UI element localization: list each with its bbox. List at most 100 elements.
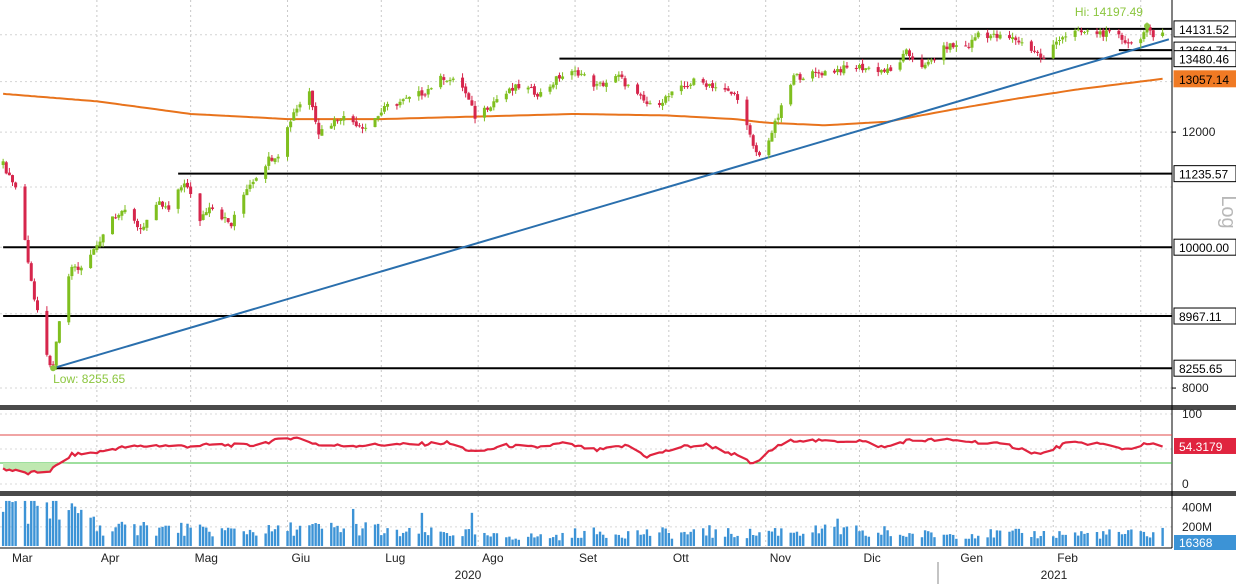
candle-body (354, 121, 358, 127)
candle-body (123, 209, 127, 213)
candle-body (636, 84, 640, 94)
panel-separator (0, 405, 1236, 410)
candle-body (70, 266, 74, 277)
candle-body (682, 86, 686, 88)
candle-body (1054, 41, 1058, 45)
volume-bar (601, 534, 605, 546)
candle-body (139, 228, 143, 230)
candle-body (942, 45, 946, 61)
candle-body (970, 39, 974, 48)
candle-body (570, 71, 574, 76)
candle-body (617, 74, 621, 77)
y-tick-label: 12000 (1182, 125, 1216, 139)
volume-bar (398, 536, 402, 546)
volume-tick-label: 400M (1182, 501, 1212, 515)
candle-body (1098, 31, 1102, 35)
volume-bar (1036, 538, 1039, 546)
volume-bar (1052, 536, 1055, 546)
volume-bar (727, 528, 730, 546)
volume-bar (1102, 531, 1105, 546)
volume-bar (886, 530, 889, 546)
volume-bar (811, 532, 814, 546)
volume-bar (986, 537, 989, 546)
candle-body (620, 74, 624, 78)
volume-bar (920, 537, 924, 546)
rsi-line (2, 436, 1163, 476)
candle-body (29, 263, 33, 281)
level-label-box (1173, 165, 1236, 183)
candle-body (686, 85, 690, 88)
volume-bar (489, 536, 492, 546)
candle-body (714, 87, 718, 89)
volume-tick-label: 200M (1182, 520, 1212, 534)
candle-body (407, 96, 411, 99)
candle-body (532, 86, 536, 95)
candle-body (120, 211, 124, 216)
volume-bar (780, 528, 783, 546)
volume-bar (276, 525, 280, 546)
candle-body (932, 59, 936, 61)
ma-value-label-box (1173, 70, 1236, 88)
volume-bar (1014, 528, 1017, 546)
volume-bar (730, 533, 733, 546)
candle-body (136, 220, 140, 228)
volume-bar (898, 534, 902, 546)
volume-bar (26, 523, 30, 546)
candle-body (1095, 31, 1099, 34)
candle-body (867, 67, 871, 69)
volume-bar (248, 529, 252, 546)
candle-body (67, 276, 71, 323)
volume-bar (789, 532, 792, 546)
volume-bar (111, 531, 114, 546)
candle-body (517, 84, 521, 89)
candle-body (314, 105, 318, 122)
candle-body (923, 64, 927, 69)
volume-bar (176, 532, 180, 546)
candle-body (117, 214, 121, 218)
candle-body (754, 145, 758, 153)
volume-bar (623, 538, 627, 546)
volume-bar (376, 523, 380, 546)
volume-bar (223, 530, 227, 546)
volume-bar (11, 502, 14, 546)
volume-bar (908, 533, 911, 546)
axis-labels: 80001200014131.5213664.7113480.4611235.5… (12, 20, 1236, 582)
volume-bar (164, 525, 167, 546)
volume-bar (823, 524, 827, 546)
volume-bar (264, 533, 267, 546)
volume-bar (201, 526, 205, 546)
volume-bar (1011, 530, 1014, 546)
volume-bar (439, 531, 442, 546)
candle-body (489, 107, 493, 111)
volume-bar (333, 527, 336, 546)
candle-body (379, 112, 383, 116)
volume-bar (1130, 529, 1133, 546)
candle-body (576, 70, 580, 76)
candle-body (464, 86, 468, 94)
candle-body (539, 92, 543, 97)
candle-body (795, 73, 799, 75)
volume-bar (576, 537, 580, 546)
candle-body (1120, 35, 1124, 40)
volume-bar (773, 528, 777, 546)
volume-bar (845, 526, 849, 546)
volume-bar (1108, 529, 1111, 546)
volume-bar (361, 528, 364, 546)
volume-bar (80, 509, 83, 546)
candle-body (442, 77, 446, 80)
candle-body (642, 94, 646, 101)
candle-body (973, 37, 977, 41)
rsi-value-box (1174, 437, 1236, 454)
candle-body (486, 107, 490, 110)
candle-body (998, 34, 1002, 39)
volume-bar (470, 512, 474, 546)
candle-body (182, 183, 186, 188)
candle-body (507, 88, 511, 94)
candle-body (161, 201, 165, 207)
volume-bar (583, 530, 586, 546)
volume-bar (158, 527, 161, 546)
candle-body (1036, 51, 1040, 53)
x-month-label: Lug (385, 551, 405, 565)
candle-body (89, 254, 93, 269)
candle-body (229, 222, 233, 227)
